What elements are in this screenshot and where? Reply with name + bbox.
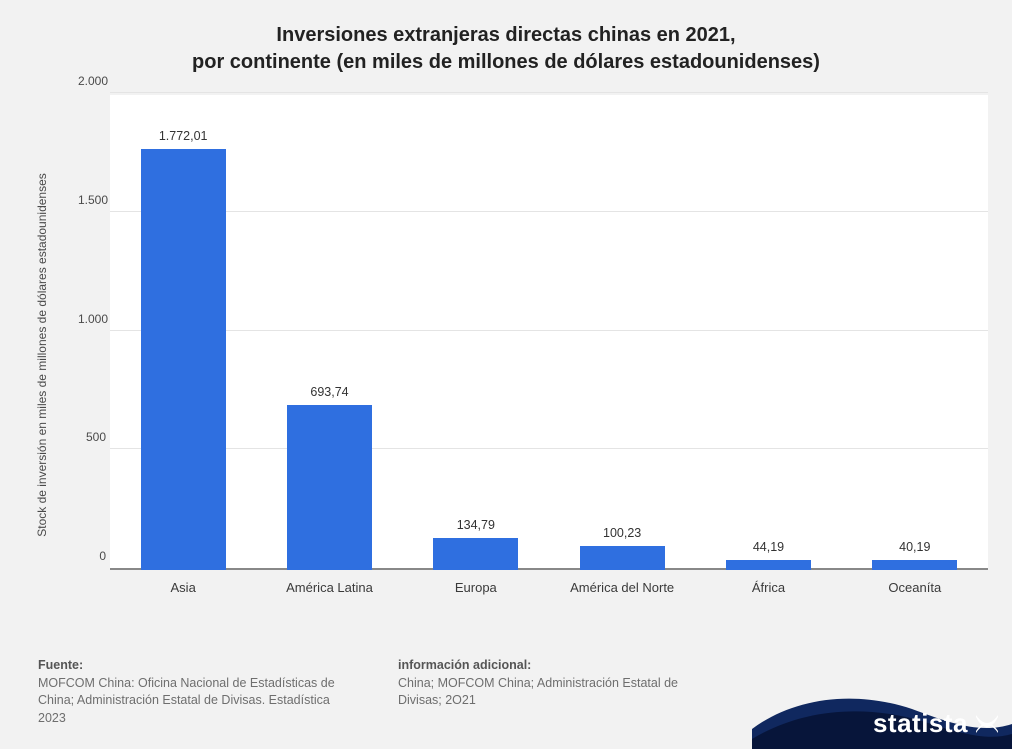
info-label: información adicional: bbox=[398, 657, 698, 675]
y-tick-label: 2.000 bbox=[78, 74, 106, 88]
bar bbox=[872, 560, 957, 570]
info-text: China; MOFCOM China; Administración Esta… bbox=[398, 675, 698, 710]
bar bbox=[141, 149, 226, 570]
bar-value-label: 693,74 bbox=[310, 385, 348, 399]
y-tick-label: 1.000 bbox=[78, 312, 106, 326]
x-tick-label: Asia bbox=[110, 570, 256, 615]
chart-area: Stock de inversión en miles de millones … bbox=[48, 95, 988, 615]
y-axis-label: Stock de inversión en miles de millones … bbox=[35, 173, 49, 537]
y-tick-label: 1.500 bbox=[78, 193, 106, 207]
bar bbox=[726, 560, 811, 570]
x-tick-label: América Latina bbox=[256, 570, 402, 615]
grid-line bbox=[110, 92, 988, 93]
bar-slot: 693,74 bbox=[256, 95, 402, 570]
bar-slot: 44,19 bbox=[695, 95, 841, 570]
bar-value-label: 134,79 bbox=[457, 518, 495, 532]
bar-slot: 40,19 bbox=[842, 95, 988, 570]
chart-footer: Fuente: MOFCOM China: Oficina Nacional d… bbox=[38, 657, 758, 727]
statista-logo-icon bbox=[974, 713, 1000, 735]
bar-slot: 100,23 bbox=[549, 95, 695, 570]
x-tick-label: América del Norte bbox=[549, 570, 695, 615]
bar-slot: 1.772,01 bbox=[110, 95, 256, 570]
chart-container: Inversiones extranjeras directas chinas … bbox=[0, 0, 1012, 749]
info-block: información adicional: China; MOFCOM Chi… bbox=[398, 657, 698, 727]
y-tick-label: 500 bbox=[78, 430, 106, 444]
bar-value-label: 40,19 bbox=[899, 540, 930, 554]
chart-title: Inversiones extranjeras directas chinas … bbox=[0, 0, 1012, 76]
x-axis-labels: AsiaAmérica LatinaEuropaAmérica del Nort… bbox=[110, 570, 988, 615]
bars-group: 1.772,01 693,74 134,79 100,23 44,19 40,19 bbox=[110, 95, 988, 570]
title-line-2: por continente (en miles de millones de … bbox=[0, 49, 1012, 76]
bar bbox=[580, 546, 665, 570]
x-tick-label: Oceaníta bbox=[842, 570, 988, 615]
bar-value-label: 44,19 bbox=[753, 540, 784, 554]
title-line-1: Inversiones extranjeras directas chinas … bbox=[0, 22, 1012, 49]
bar-value-label: 100,23 bbox=[603, 526, 641, 540]
y-tick-label: 0 bbox=[78, 549, 106, 563]
bar-slot: 134,79 bbox=[403, 95, 549, 570]
bar-value-label: 1.772,01 bbox=[159, 129, 208, 143]
source-block: Fuente: MOFCOM China: Oficina Nacional d… bbox=[38, 657, 338, 727]
statista-logo-text: statista bbox=[873, 708, 968, 739]
bar bbox=[287, 405, 372, 570]
source-text: MOFCOM China: Oficina Nacional de Estadí… bbox=[38, 675, 338, 728]
x-tick-label: Europa bbox=[403, 570, 549, 615]
bar bbox=[433, 538, 518, 570]
source-label: Fuente: bbox=[38, 657, 338, 675]
x-tick-label: África bbox=[695, 570, 841, 615]
